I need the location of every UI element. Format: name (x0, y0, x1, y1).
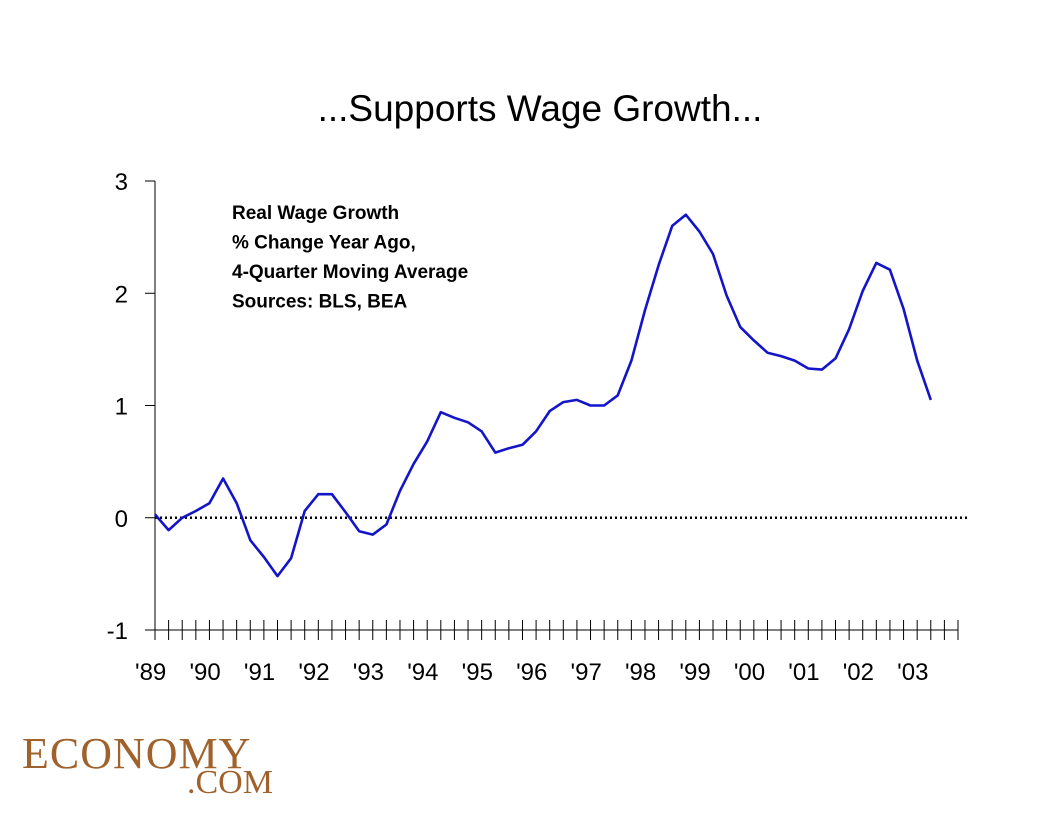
y-tick-label: 2 (115, 281, 128, 308)
chart-title: ...Supports Wage Growth... (317, 88, 763, 129)
annotation-line: % Change Year Ago, (232, 233, 416, 254)
x-tick-label: '89 (135, 659, 166, 686)
y-tick-label: -1 (107, 618, 128, 645)
x-tick-label: '99 (679, 659, 710, 686)
x-tick-label: '97 (571, 659, 602, 686)
y-tick-label: 1 (115, 394, 128, 421)
y-tick-label: 3 (115, 169, 128, 196)
x-tick-label: '90 (189, 659, 220, 686)
x-tick-label: '91 (244, 659, 275, 686)
x-tick-label: '01 (788, 659, 819, 686)
x-tick-label: '96 (516, 659, 547, 686)
annotation-line: Real Wage Growth (232, 203, 399, 224)
chart-annotation: Real Wage Growth % Change Year Ago, 4-Quar… (232, 203, 468, 313)
annotation-line: Sources: BLS, BEA (232, 292, 408, 313)
x-tick-label: '02 (843, 659, 874, 686)
economy-com-logo: ECONOMY .COM (22, 729, 273, 800)
y-tick-label: 0 (115, 506, 128, 533)
axes: 3 2 1 0 -1 '89 '90 '91 '92 '93 '94 '95 '96 '97 '98 '99 '… (107, 169, 959, 686)
x-tick-label: '92 (298, 659, 329, 686)
series-layer (154, 213, 933, 578)
x-tick-label: '93 (353, 659, 384, 686)
x-tick-label: '95 (462, 659, 493, 686)
x-tick-label: '03 (897, 659, 928, 686)
x-tick-label: '94 (407, 659, 438, 686)
x-tick-label: '98 (625, 659, 656, 686)
logo-text-sub: .COM (187, 764, 273, 801)
logo-text-main: ECONOMY (22, 729, 252, 778)
x-tick-label: '00 (734, 659, 765, 686)
annotation-line: 4-Quarter Moving Average (232, 262, 468, 283)
series-line-real-wage-growth (154, 213, 933, 578)
